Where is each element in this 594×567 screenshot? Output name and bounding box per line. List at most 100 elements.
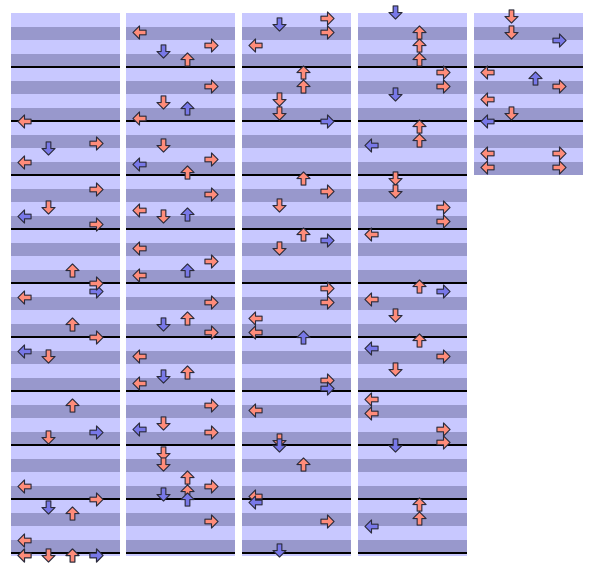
note-right-arrow-icon <box>204 478 219 494</box>
note-left-arrow-icon <box>132 25 147 40</box>
note-right-arrow-icon <box>89 216 104 232</box>
chart-band <box>358 539 467 553</box>
chart-band <box>126 121 235 135</box>
chart-band <box>126 499 235 513</box>
note-right-arrow-icon <box>320 25 335 40</box>
chart-band <box>358 13 467 27</box>
note-left-arrow-icon <box>248 311 263 326</box>
measure-line <box>11 444 120 446</box>
chart-band <box>11 445 120 459</box>
note-up-arrow-icon <box>180 165 195 180</box>
note-down-arrow-icon <box>388 362 403 378</box>
chart-band <box>11 391 120 405</box>
chart-band <box>126 526 235 540</box>
chart-band <box>358 485 467 499</box>
measure-line <box>126 174 235 176</box>
note-right-arrow-icon <box>552 79 567 94</box>
chart-band <box>242 242 351 256</box>
chart-band <box>126 472 235 486</box>
chart-band <box>242 404 351 418</box>
note-left-arrow-icon <box>364 392 379 407</box>
note-left-arrow-icon <box>17 154 32 170</box>
chart-band <box>11 256 120 270</box>
note-up-arrow-icon <box>180 365 195 380</box>
measure-line <box>358 498 467 500</box>
chart-band <box>11 53 120 67</box>
chart-band <box>126 418 235 432</box>
chart-band <box>242 148 351 162</box>
chart-band <box>358 391 467 405</box>
note-up-arrow-icon <box>180 52 195 67</box>
chart-band <box>242 350 351 364</box>
note-right-arrow-icon <box>320 184 335 199</box>
chart-band <box>358 256 467 270</box>
chart-band <box>11 175 120 189</box>
note-down-arrow-icon <box>156 95 171 110</box>
chart-band <box>242 80 351 94</box>
note-up-arrow-icon <box>296 79 311 94</box>
chart-band <box>358 377 467 391</box>
chart-band <box>11 161 120 175</box>
chart-band <box>242 40 351 54</box>
note-up-arrow-icon <box>65 548 80 563</box>
chart-band <box>242 553 351 556</box>
note-left-arrow-icon <box>480 160 495 175</box>
note-right-arrow-icon <box>204 324 219 340</box>
chart-band <box>242 215 351 229</box>
note-right-arrow-icon <box>89 330 104 345</box>
chart-band <box>242 269 351 283</box>
note-right-arrow-icon <box>89 548 104 563</box>
chart-band <box>358 337 467 351</box>
chart-band <box>242 107 351 121</box>
note-down-arrow-icon <box>388 87 403 102</box>
measure-line <box>242 552 351 554</box>
chart-band <box>11 121 120 135</box>
chart-band <box>358 526 467 540</box>
chart-band <box>11 418 120 432</box>
chart-band <box>242 364 351 378</box>
note-up-arrow-icon <box>180 262 195 278</box>
note-left-arrow-icon <box>17 208 32 224</box>
chart-band <box>11 485 120 499</box>
measure-line <box>358 174 467 176</box>
chart-band <box>126 391 235 405</box>
measure-line <box>242 228 351 230</box>
note-right-arrow-icon <box>89 424 104 440</box>
note-left-arrow-icon <box>17 289 32 305</box>
note-up-arrow-icon <box>180 311 195 326</box>
measure-line <box>358 120 467 122</box>
note-down-arrow-icon <box>388 171 403 186</box>
note-right-arrow-icon <box>204 295 219 310</box>
measure-line <box>11 282 120 284</box>
chart-band <box>358 188 467 202</box>
measure-line <box>474 120 583 122</box>
chart-band <box>126 229 235 243</box>
chart-band <box>242 310 351 324</box>
note-right-arrow-icon <box>436 200 451 216</box>
chart-band <box>126 175 235 189</box>
measure-line <box>126 498 235 500</box>
chart-band <box>242 161 351 175</box>
note-down-arrow-icon <box>156 457 171 472</box>
note-left-arrow-icon <box>17 343 32 359</box>
measure-line <box>11 174 120 176</box>
chart-band <box>474 67 583 81</box>
note-down-arrow-icon <box>272 241 287 256</box>
chart-band <box>242 539 351 553</box>
measure-line <box>126 228 235 230</box>
chart-band <box>474 26 583 40</box>
note-right-arrow-icon <box>552 33 567 48</box>
chart-band <box>358 310 467 324</box>
note-left-arrow-icon <box>480 146 495 162</box>
chart-band <box>11 107 120 121</box>
chart-band <box>126 458 235 472</box>
chart-band <box>242 134 351 148</box>
measure-line <box>126 390 235 392</box>
note-up-arrow-icon <box>296 171 311 186</box>
measure-line <box>126 336 235 338</box>
note-down-arrow-icon <box>156 208 171 224</box>
measure-line <box>242 282 351 284</box>
note-up-arrow-icon <box>180 100 195 116</box>
note-right-arrow-icon <box>89 135 104 151</box>
note-left-arrow-icon <box>132 268 147 283</box>
